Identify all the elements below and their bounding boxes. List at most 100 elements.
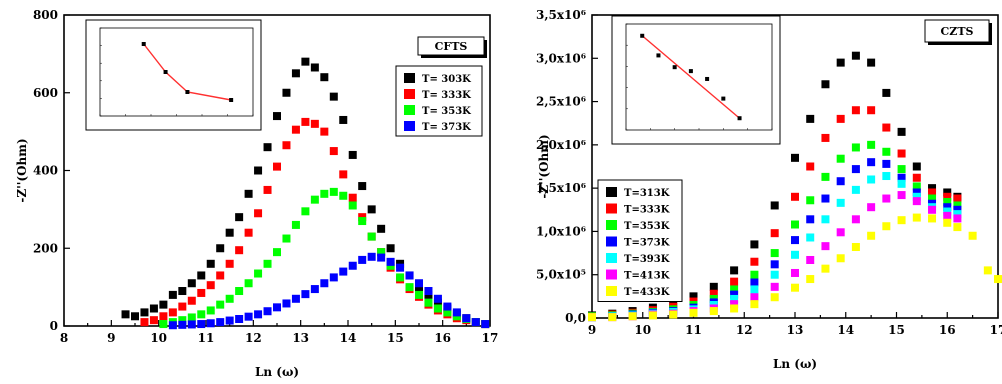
data-point [730, 285, 739, 294]
data-point [730, 290, 739, 299]
data-point [216, 271, 225, 280]
y-tick-label: 2,0x10⁶ [536, 138, 586, 152]
legend-entry: T= 333K [422, 90, 471, 101]
data-point [187, 320, 196, 329]
data-point [197, 271, 206, 280]
chart-panel-cfts: 8 9 10 11 12 13 14 15 16 17 0 200 400 600 800 Ln (ω) -Z'… [15, 8, 498, 379]
x-tick-label: 8 [60, 331, 68, 345]
data-point [730, 294, 739, 303]
data-point [443, 308, 452, 317]
data-point [178, 302, 187, 311]
x-tick-label: 9 [107, 331, 115, 345]
chart-panel-czts: 9 10 11 12 13 14 15 16 17 0,0 5,0x10⁵ 1,0x10⁶ 1,5x10… [536, 8, 1002, 371]
data-point [912, 192, 921, 201]
data-point [867, 203, 876, 212]
legend-swatch [606, 187, 617, 197]
data-point [750, 285, 759, 294]
data-point [310, 119, 319, 128]
data-point [178, 287, 187, 296]
data-point [178, 316, 187, 325]
data-point [131, 312, 139, 321]
data-point [882, 222, 891, 231]
data-point [689, 308, 698, 317]
data-point [770, 282, 779, 291]
data-point [216, 318, 225, 327]
legend-swatch [404, 89, 415, 99]
data-point [912, 213, 921, 222]
tag-box [417, 36, 485, 56]
legend-entry: T=313K [624, 188, 670, 199]
data-point [263, 185, 272, 194]
y-tick-label: 600 [33, 86, 58, 100]
legend-entry: T=333K [624, 205, 670, 216]
data-point [244, 279, 253, 288]
data-point [216, 300, 225, 309]
data-point [358, 182, 367, 191]
x-tick-label: 12 [736, 323, 753, 337]
y-tick-label: 5,0x10⁵ [536, 268, 586, 282]
data-point [791, 153, 799, 162]
data-point [806, 114, 815, 123]
tag-box [924, 19, 990, 43]
data-point [310, 285, 319, 294]
data-point [928, 205, 937, 214]
data-point [377, 224, 386, 233]
data-point [254, 166, 263, 175]
inset-point [688, 69, 693, 74]
data-point [821, 215, 830, 224]
data-point [928, 188, 937, 197]
data-point [197, 320, 206, 329]
data-point [882, 88, 891, 97]
y-tick-label: 0,0 [565, 311, 586, 325]
data-point [301, 117, 310, 126]
data-point [806, 215, 815, 224]
legend-swatch [606, 286, 617, 296]
data-point [433, 304, 442, 313]
data-point [282, 234, 291, 243]
legend-entry: T=353K [624, 221, 670, 232]
data-point [882, 147, 891, 156]
data-point [867, 175, 876, 184]
data-point [415, 279, 423, 288]
data-point [806, 162, 815, 171]
inset-frame [85, 19, 262, 131]
data-point [943, 197, 952, 206]
data-point [320, 73, 329, 82]
data-point [836, 228, 845, 237]
tag-label: CZTS [941, 25, 974, 38]
data-point [168, 308, 177, 317]
data-point [851, 185, 860, 194]
data-point [943, 203, 952, 212]
data-point [912, 162, 921, 171]
x-tick-label: 9 [588, 323, 596, 337]
x-axis-label: Ln (ω) [773, 357, 817, 371]
data-point [770, 260, 779, 269]
inset-point [185, 90, 190, 94]
y-tick-label: 3,5x10⁶ [536, 8, 586, 22]
data-point [443, 302, 452, 311]
data-point [254, 310, 263, 319]
data-point [282, 141, 291, 150]
data-point [953, 205, 962, 214]
x-tick-label: 14 [340, 331, 357, 345]
data-point [291, 220, 300, 229]
data-point [159, 300, 168, 309]
legend-entry: T=413K [624, 271, 670, 282]
data-point [263, 307, 272, 316]
data-point [168, 290, 177, 299]
data-point [928, 194, 937, 203]
legend-swatch [606, 269, 617, 280]
data-point [953, 214, 962, 223]
data-point [273, 248, 281, 257]
data-point [882, 194, 891, 203]
data-point [689, 292, 698, 301]
data-point [821, 264, 830, 273]
data-point [254, 269, 263, 278]
data-point [994, 275, 1002, 284]
data-point [348, 193, 357, 202]
data-point [197, 288, 206, 297]
legend-swatch [404, 105, 415, 115]
data-point [968, 231, 977, 240]
data-point [329, 187, 338, 196]
